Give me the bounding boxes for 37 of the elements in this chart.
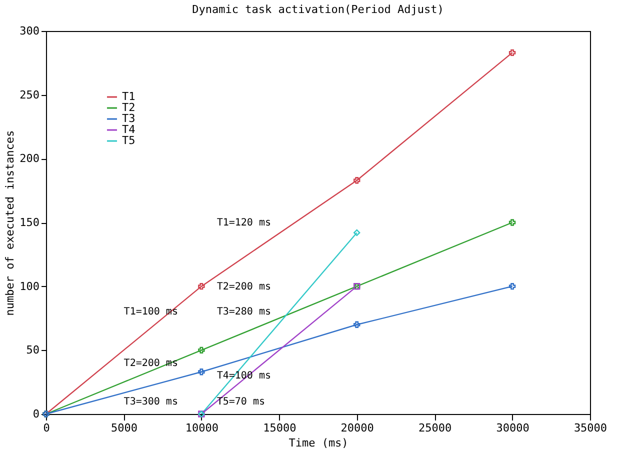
- point: [508, 49, 516, 56]
- y-tick-label: 100: [20, 280, 40, 293]
- x-tick-label: 20000: [340, 422, 374, 434]
- x-tick-label: 35000: [574, 422, 608, 434]
- y-tick-label: 150: [20, 216, 40, 229]
- x-tick-label: 5000: [110, 422, 138, 434]
- y-tick-label: 50: [26, 344, 40, 357]
- x-tick-label: 10000: [185, 422, 218, 434]
- y-tick-label: 200: [20, 152, 40, 166]
- x-tick-label: 0: [43, 422, 50, 434]
- point: [508, 282, 516, 290]
- annotation: T3=300 ms: [124, 396, 178, 408]
- legend-label: T3: [122, 112, 136, 125]
- legend-label: T5: [122, 134, 136, 147]
- y-axis-title: number of executed instances: [4, 130, 17, 316]
- x-tick-label: 15000: [263, 422, 296, 434]
- y-tick-label: 0: [32, 408, 40, 420]
- annotation: T2=200 ms: [216, 281, 272, 292]
- annotation: T5=70 ms: [216, 396, 265, 408]
- point: [508, 219, 516, 226]
- point: [354, 321, 360, 328]
- annotation: T3=280 ms: [216, 306, 272, 318]
- y-tick-label: 300: [20, 24, 40, 38]
- annotation: T1=120 ms: [216, 218, 272, 228]
- legend-label: T2: [122, 101, 136, 114]
- y-tick-label: 250: [20, 88, 40, 102]
- chart-title: Dynamic task activation(Period Adjust): [192, 3, 444, 16]
- point: [198, 282, 205, 290]
- point: [198, 346, 205, 354]
- x-tick-label: 25000: [418, 422, 452, 434]
- point: [198, 368, 205, 376]
- point: [354, 229, 360, 236]
- legend-label: T1: [122, 90, 136, 103]
- x-axis-title: Time (ms): [288, 436, 348, 450]
- legend-label: T4: [122, 123, 136, 136]
- point: [354, 177, 360, 184]
- x-tick-label: 30000: [496, 422, 530, 434]
